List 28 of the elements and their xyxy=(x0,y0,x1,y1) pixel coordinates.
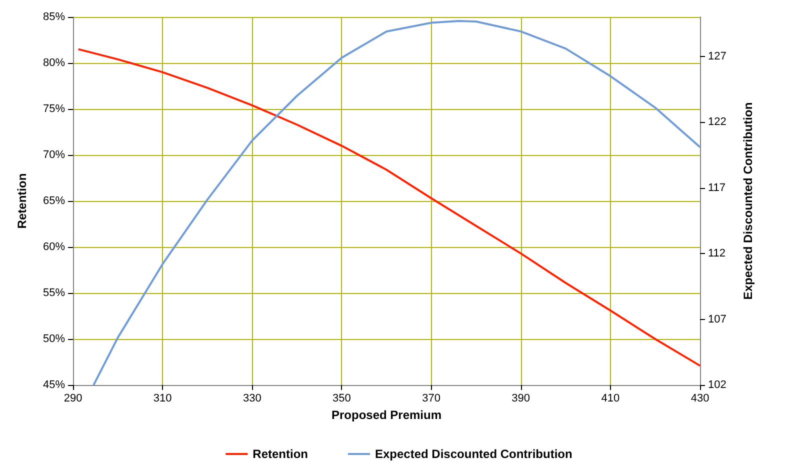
x-tick-label: 330 xyxy=(242,392,262,404)
y-tick-label: 55% xyxy=(42,287,66,299)
y-tick-label: 65% xyxy=(42,195,66,207)
y2-axis-title: Expected Discounted Contribution xyxy=(741,102,755,300)
y-tick-label: 80% xyxy=(42,57,66,69)
y-tick-label: 75% xyxy=(42,103,66,115)
legend-label: Retention xyxy=(252,447,308,461)
x-axis-title: Proposed Premium xyxy=(331,408,442,422)
y2-tick-label: 127 xyxy=(708,50,726,62)
legend-label: Expected Discounted Contribution xyxy=(374,447,572,461)
x-tick-label: 310 xyxy=(153,392,172,404)
x-tick-label: 410 xyxy=(601,392,620,404)
y2-tick-label: 122 xyxy=(708,116,726,128)
y2-tick-label: 112 xyxy=(708,248,726,260)
y-tick-label: 45% xyxy=(42,379,66,391)
x-tick-label: 430 xyxy=(690,392,710,404)
y2-tick-label: 107 xyxy=(708,313,726,326)
x-tick-label: 290 xyxy=(64,392,82,404)
x-tick-label: 370 xyxy=(422,392,440,404)
x-tick-label: 350 xyxy=(332,392,351,404)
y-axis-title: Retention xyxy=(15,173,29,229)
x-tick-label: 390 xyxy=(512,392,530,404)
y-tick-label: 70% xyxy=(42,149,66,161)
y2-tick-label: 102 xyxy=(708,379,726,391)
y-tick-label: 50% xyxy=(42,333,66,345)
y-tick-label: 85% xyxy=(42,11,66,23)
y2-tick-label: 117 xyxy=(708,182,726,194)
y-tick-label: 60% xyxy=(42,241,66,253)
